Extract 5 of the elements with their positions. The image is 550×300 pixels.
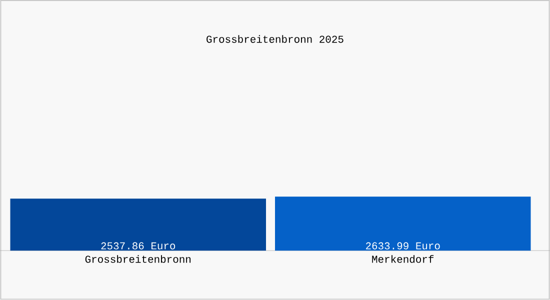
data-label: 2537.86 Euro xyxy=(101,242,176,250)
chart-title: Grossbreitenbronn 2025 xyxy=(206,35,344,43)
x-tick-label: Merkendorf xyxy=(372,255,434,263)
data-label: 2633.99 Euro xyxy=(366,242,440,250)
x-tick-label: Grossbreitenbronn xyxy=(85,255,191,263)
